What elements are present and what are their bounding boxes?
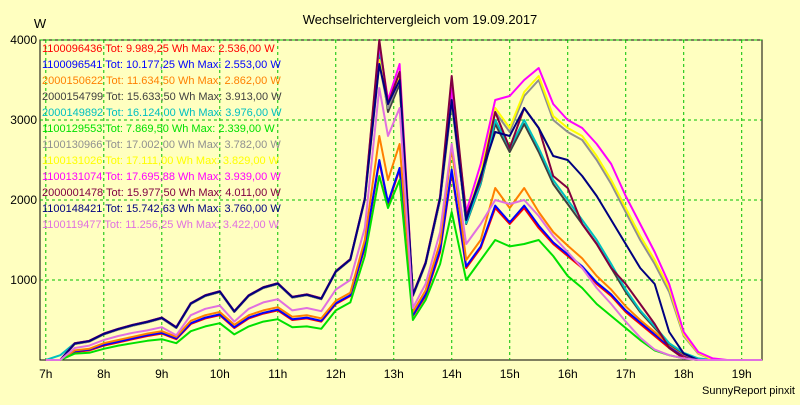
x-tick-label: 17h [616,367,636,381]
x-tick-label: 10h [210,367,230,381]
legend-entry-1100119477: 1100119477 Tot: 11.256,25 Wh Max: 3.422,… [42,219,280,231]
y-tick-label: 1000 [10,273,37,287]
legend-entry-1100131074: 1100131074 Tot: 17.695,88 Wh Max: 3.939,… [42,171,281,183]
legend-entry-2000154799: 2000154799 Tot: 15.633,50 Wh Max: 3.913,… [42,91,282,103]
x-tick-label: 12h [326,367,346,381]
legend-entry-2000149892: 2000149892 Tot: 16.124,00 Wh Max: 3.976,… [42,107,282,119]
footer-text: SunnyReport pinxit [702,385,795,397]
series-line-2000150622 [45,135,762,361]
x-tick-label: 8h [97,367,110,381]
legend-entry-1100131026: 1100131026 Tot: 17.111,00 Wh Max: 3.829,… [42,155,280,167]
legend-entry-1100096541: 1100096541 Tot: 10.177,25 Wh Max: 2.553,… [42,59,281,71]
series-line-1100129553 [45,175,762,361]
series-line-1100119477 [45,87,762,361]
legend-entry-2000150622: 2000150622 Tot: 11.634,50 Wh Max: 2.862,… [42,75,281,87]
legend-entry-1100130966: 1100130966 Tot: 17.002,00 Wh Max: 3.782,… [42,139,281,151]
y-tick-label: 3000 [10,113,37,127]
chart-title: Wechselrichtervergleich vom 19.09.2017 [303,12,538,27]
series-line-1100148421 [45,63,762,361]
legend-entry-1100129553: 1100129553 Tot: 7.869,50 Wh Max: 2.339,0… [42,123,275,135]
y-axis-label: W [34,16,47,31]
x-tick-label: 14h [442,367,462,381]
legend-entry-1100148421: 1100148421 Tot: 15.742,63 Wh Max: 3.760,… [42,203,281,215]
x-tick-label: 13h [384,367,404,381]
legend-entry-1100096436: 1100096436 Tot: 9.989,25 Wh Max: 2.536,0… [42,43,275,55]
x-tick-label: 19h [732,367,752,381]
x-tick-label: 7h [39,367,52,381]
x-tick-label: 11h [268,367,287,381]
x-tick-label: 16h [558,367,578,381]
plot-area: 7h 8h 9h 10h 11h 12h 13h 14h 15h 16h 17h 18h 19h 1000… [10,33,763,381]
legend-entry-2000001478: 2000001478 Tot: 15.977,50 Wh Max: 4.011,… [42,187,281,199]
y-tick-label: 4000 [10,33,37,47]
y-tick-label: 2000 [10,193,37,207]
x-tick-label: 15h [500,367,520,381]
x-tick-label: 18h [674,367,694,381]
x-tick-label: 9h [155,367,168,381]
